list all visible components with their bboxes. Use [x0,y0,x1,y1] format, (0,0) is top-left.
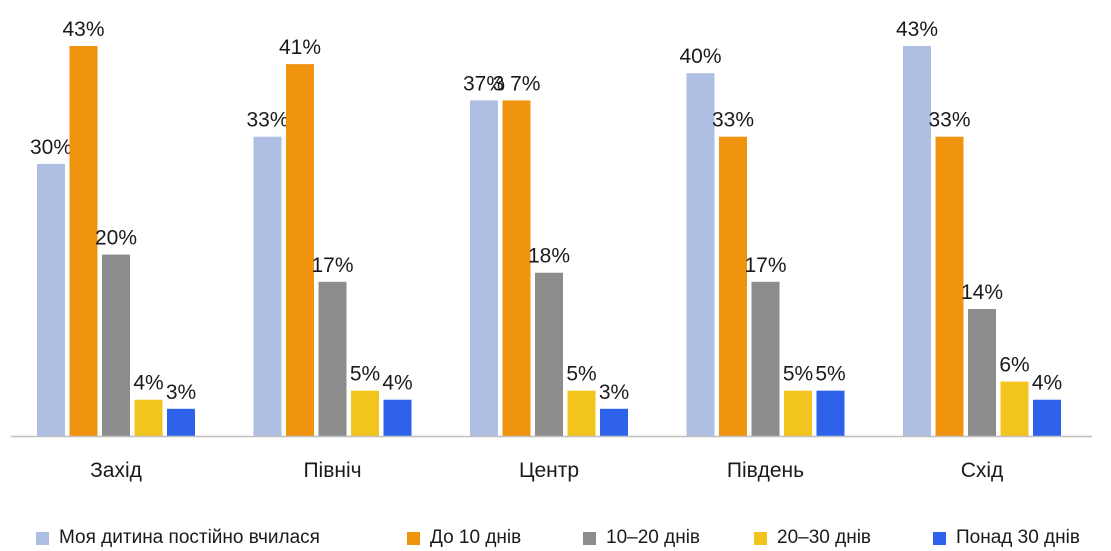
legend-label: 10–20 днів [606,527,701,548]
data-label: 33% [712,109,754,132]
bar [1033,399,1061,436]
data-label: 40% [679,45,721,68]
legend-item: До 10 днів [407,525,521,551]
legend-item: Моя дитина постійно вчилася [36,525,320,551]
data-label: 17% [311,254,353,277]
data-label: 17% [744,254,786,277]
data-label: 20% [95,227,137,250]
data-label: 37% [463,72,505,95]
data-label: 30% [30,136,72,159]
bar [686,73,715,436]
data-label: 33% [928,109,970,132]
data-label: 5% [350,363,380,386]
bar [567,390,596,436]
bar [351,390,379,436]
bar [600,408,628,436]
data-label: 3% [166,381,196,404]
data-label: 6% [999,354,1029,377]
data-label: 4% [1032,372,1062,395]
bar [751,281,780,436]
legend-item: 20–30 днів [754,525,871,551]
bar [134,399,163,436]
bar [37,163,65,436]
data-label: 5% [815,363,845,386]
data-label: 43% [896,18,938,41]
data-label: 33% [246,109,288,132]
bar [69,45,98,437]
data-label: 4% [133,372,163,395]
data-label: 18% [528,245,570,268]
bar [903,45,931,437]
bar [1000,381,1029,436]
data-label: 5% [783,363,813,386]
bar [719,136,747,436]
bar [102,254,130,436]
legend-label: До 10 днів [430,527,522,548]
legend-label: Понад 30 днів [956,527,1080,548]
data-label: 5% [566,363,596,386]
bar [286,64,314,436]
bar [502,100,531,436]
data-label: 41% [279,36,321,59]
legend-swatch [933,531,946,545]
bar [935,136,964,436]
category-label: Південь [727,459,804,482]
legend-item: Понад 30 днів [933,525,1080,551]
bar [968,309,996,436]
bar [816,390,845,436]
legend-swatch [407,531,420,545]
bar [167,408,195,436]
category-label: Північ [303,459,361,482]
bar [318,281,347,436]
legend-label: Моя дитина постійно вчилася [59,527,320,548]
bar [470,100,498,436]
data-label: 3 7% [493,72,541,95]
bar [784,390,812,436]
legend-swatch [583,531,596,545]
legend-item: 10–20 днів [583,525,700,551]
category-label: Схід [961,459,1004,482]
category-label: Центр [519,459,579,482]
data-label: 4% [382,372,412,395]
legend-swatch [36,531,49,545]
bar [383,399,412,436]
legend-swatch [754,531,767,545]
legend-label: 20–30 днів [777,527,872,548]
data-label: 3% [599,381,629,404]
bar [253,136,282,436]
data-label: 14% [961,281,1003,304]
category-label: Захід [90,459,142,482]
data-label: 43% [62,18,104,41]
bar [535,272,563,436]
legend: Моя дитина постійно вчилася До 10 днів 1… [0,525,1111,551]
